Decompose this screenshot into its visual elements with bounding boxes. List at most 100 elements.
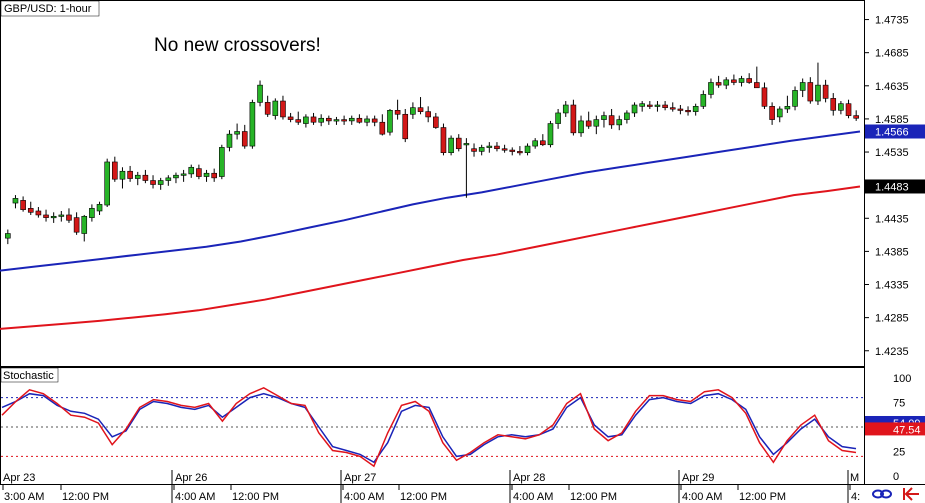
candle xyxy=(157,177,164,190)
candle xyxy=(318,114,324,127)
price-tick-label: 1.4735 xyxy=(875,15,909,27)
candle-body xyxy=(769,106,775,120)
candle-body xyxy=(486,145,493,148)
candle xyxy=(43,209,49,222)
candle xyxy=(440,123,447,156)
candle-body xyxy=(43,214,49,218)
candle xyxy=(20,196,26,212)
candle-body xyxy=(838,103,844,111)
stochastic-tick-label: 0 xyxy=(893,471,899,483)
link-icon[interactable] xyxy=(872,489,892,499)
candle-body xyxy=(203,172,210,177)
candle-body xyxy=(532,140,538,147)
time-tick-label: 4:00 AM xyxy=(513,491,553,503)
stochastic-label: Stochastic xyxy=(3,370,54,382)
date-label: Apr 28 xyxy=(513,472,545,484)
price-tick-label: 1.4585 xyxy=(875,114,909,126)
candle-body xyxy=(20,200,26,210)
slow-ma-value-label: 1.4483 xyxy=(875,181,909,193)
candle-body xyxy=(494,145,500,150)
scroll-to-start-icon[interactable] xyxy=(898,487,922,501)
candle xyxy=(203,169,210,182)
candle xyxy=(104,158,110,208)
date-label: Apr 26 xyxy=(175,472,207,484)
candle xyxy=(249,99,256,149)
candle xyxy=(66,208,72,223)
candle-body xyxy=(379,121,386,135)
candle xyxy=(639,101,645,112)
candle-body xyxy=(310,116,317,123)
candle xyxy=(134,171,141,186)
candle xyxy=(150,175,156,189)
candle xyxy=(417,97,424,115)
price-panel-frame xyxy=(0,0,865,367)
candle-body xyxy=(662,104,668,108)
candle-body xyxy=(280,100,286,118)
candle-body xyxy=(157,180,164,185)
candle xyxy=(257,80,263,107)
candle-body xyxy=(830,98,837,111)
candle-body xyxy=(27,208,34,213)
candle-body xyxy=(272,100,279,116)
candle xyxy=(234,123,240,140)
candle-body xyxy=(746,78,752,83)
candle xyxy=(241,124,248,149)
time-tick-label: 4:00 AM xyxy=(344,491,384,503)
candle xyxy=(570,99,577,136)
axes: 1.4735 1.4685 1.4635 1.4585 1.4535 1.4435 1.43… xyxy=(2,15,925,503)
candle-body xyxy=(570,104,577,134)
price-tick-label: 1.4385 xyxy=(875,246,909,258)
candle xyxy=(647,101,653,109)
candle xyxy=(761,82,768,109)
candle-body xyxy=(639,103,645,107)
candle-body xyxy=(784,106,791,110)
candle-body xyxy=(188,166,195,175)
candle xyxy=(180,169,187,182)
candle-body xyxy=(799,82,806,91)
candle xyxy=(165,175,172,186)
stochastic-d-value-label: 47.54 xyxy=(893,424,921,436)
candle xyxy=(226,130,233,152)
candle-body xyxy=(425,111,431,118)
candle-body xyxy=(241,131,248,147)
candle-body xyxy=(249,102,256,147)
stochastic-k-line xyxy=(1,392,857,464)
candle xyxy=(112,156,118,182)
candle xyxy=(73,212,80,235)
candle-body xyxy=(104,161,110,206)
candle xyxy=(402,108,409,143)
candle xyxy=(81,214,88,242)
candle xyxy=(433,112,439,129)
candle xyxy=(807,77,814,104)
candle-body xyxy=(845,103,852,116)
candle-body xyxy=(738,78,745,83)
candle-body xyxy=(303,116,309,124)
candle-body xyxy=(150,180,156,185)
candle xyxy=(593,115,600,135)
candle-body xyxy=(96,204,103,212)
candle xyxy=(608,108,615,129)
time-tick-label: 12:00 PM xyxy=(232,491,279,503)
candle xyxy=(509,147,516,156)
candle xyxy=(295,111,302,125)
candle-body xyxy=(524,145,531,153)
candle-body xyxy=(647,104,653,107)
candle-body xyxy=(402,113,409,140)
candle-body xyxy=(578,120,584,134)
candle xyxy=(799,78,806,98)
candle xyxy=(333,116,340,125)
candle-body xyxy=(509,149,516,152)
candle-body xyxy=(478,147,485,152)
candle xyxy=(815,62,821,106)
candle-body xyxy=(471,148,477,152)
price-tick-label: 1.4635 xyxy=(875,81,909,93)
candle xyxy=(677,105,684,115)
candle-body xyxy=(608,115,615,126)
candle xyxy=(89,204,95,222)
candle xyxy=(12,195,19,209)
candle xyxy=(769,102,775,125)
candle-body xyxy=(776,108,783,118)
candle-body xyxy=(723,79,730,86)
